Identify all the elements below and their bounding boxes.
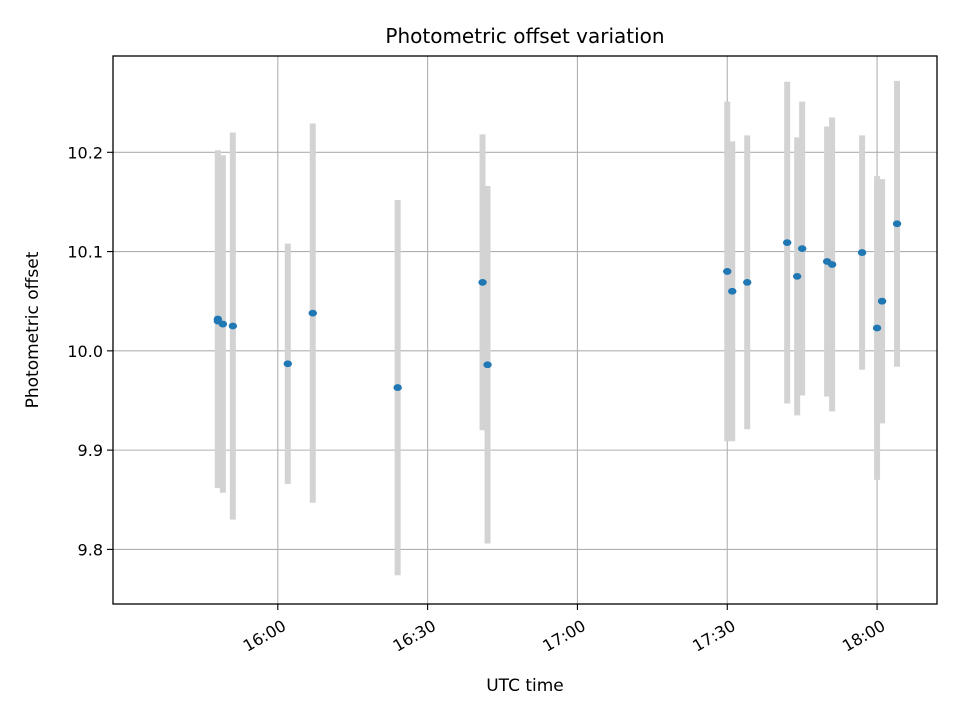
data-point — [872, 324, 882, 332]
data-point — [478, 278, 487, 286]
y-tick-label: 10.2 — [67, 143, 103, 162]
x-axis-label: UTC time — [486, 676, 564, 696]
data-point — [723, 268, 732, 275]
data-point — [283, 360, 292, 368]
data-point — [877, 297, 887, 305]
data-point — [308, 309, 317, 317]
data-point — [743, 278, 752, 286]
plot-frame — [112, 55, 938, 605]
grid — [113, 56, 937, 604]
chart-title: Photometric offset variation — [385, 24, 664, 48]
data-point — [728, 287, 737, 295]
data-points — [213, 220, 902, 391]
y-tick-label: 10.0 — [67, 342, 103, 361]
x-tick-label: 16:00 — [240, 616, 289, 656]
x-tick-label: 18:00 — [839, 616, 888, 656]
data-point — [483, 361, 492, 369]
data-point — [892, 220, 902, 228]
data-point — [827, 261, 837, 268]
data-point — [228, 322, 238, 330]
data-point — [218, 320, 228, 328]
data-point — [792, 272, 802, 280]
y-tick-label: 10.1 — [67, 243, 103, 262]
x-axis-ticks: 16:00 16:30 17:00 17:30 18:00 — [240, 604, 888, 656]
x-tick-label: 17:30 — [689, 616, 738, 656]
data-point — [213, 315, 223, 323]
y-tick-label: 9.9 — [78, 441, 103, 460]
data-point — [393, 384, 402, 391]
y-tick-label: 9.8 — [78, 540, 103, 559]
data-point — [797, 245, 807, 252]
data-point — [782, 239, 792, 247]
x-tick-label: 16:30 — [390, 616, 439, 656]
error-bars — [214, 80, 901, 576]
y-axis-ticks: 9.8 9.9 10.0 10.1 10.2 — [67, 143, 113, 559]
data-point — [857, 249, 867, 256]
x-tick-label: 17:00 — [539, 616, 588, 656]
y-axis-label: Photometric offset — [23, 251, 43, 408]
